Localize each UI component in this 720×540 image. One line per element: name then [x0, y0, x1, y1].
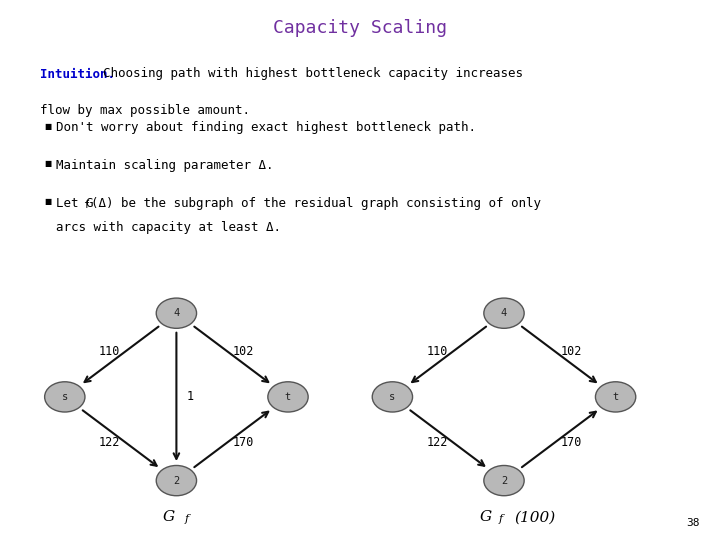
Text: f: f [185, 514, 189, 524]
Circle shape [45, 382, 85, 412]
Text: s: s [62, 392, 68, 402]
Circle shape [484, 465, 524, 496]
Text: 4: 4 [501, 308, 507, 318]
Text: t: t [285, 392, 291, 402]
Text: 170: 170 [560, 436, 582, 449]
Text: 170: 170 [233, 436, 254, 449]
Text: flow by max possible amount.: flow by max possible amount. [40, 104, 250, 117]
Circle shape [484, 298, 524, 328]
Text: f: f [84, 200, 89, 210]
Text: (Δ) be the subgraph of the residual graph consisting of only: (Δ) be the subgraph of the residual grap… [91, 197, 541, 210]
Text: s: s [390, 392, 395, 402]
Text: 110: 110 [426, 345, 448, 358]
Circle shape [372, 382, 413, 412]
Text: 102: 102 [560, 345, 582, 358]
Text: Choosing path with highest bottleneck capacity increases: Choosing path with highest bottleneck ca… [103, 68, 523, 80]
Text: G: G [480, 510, 492, 524]
Text: Maintain scaling parameter Δ.: Maintain scaling parameter Δ. [56, 159, 274, 172]
Text: 2: 2 [174, 476, 179, 485]
Text: ■: ■ [44, 159, 51, 168]
Text: 122: 122 [99, 436, 120, 449]
Text: ■: ■ [44, 197, 51, 206]
Circle shape [156, 465, 197, 496]
Text: 122: 122 [426, 436, 448, 449]
Text: Don't worry about finding exact highest bottleneck path.: Don't worry about finding exact highest … [56, 122, 476, 134]
Text: 110: 110 [99, 345, 120, 358]
Text: t: t [613, 392, 618, 402]
Circle shape [595, 382, 636, 412]
Text: Capacity Scaling: Capacity Scaling [273, 19, 447, 37]
Text: 2: 2 [501, 476, 507, 485]
Text: 1: 1 [186, 390, 194, 403]
Text: 102: 102 [233, 345, 254, 358]
Text: arcs with capacity at least Δ.: arcs with capacity at least Δ. [56, 221, 281, 234]
Circle shape [268, 382, 308, 412]
Circle shape [156, 298, 197, 328]
Text: Intuition.: Intuition. [40, 68, 114, 80]
Text: Let G: Let G [56, 197, 94, 210]
Text: f: f [498, 514, 503, 524]
Text: (100): (100) [515, 510, 556, 524]
Text: G: G [163, 510, 175, 524]
Text: 38: 38 [686, 518, 700, 528]
Text: 4: 4 [174, 308, 179, 318]
Text: ■: ■ [44, 122, 51, 131]
